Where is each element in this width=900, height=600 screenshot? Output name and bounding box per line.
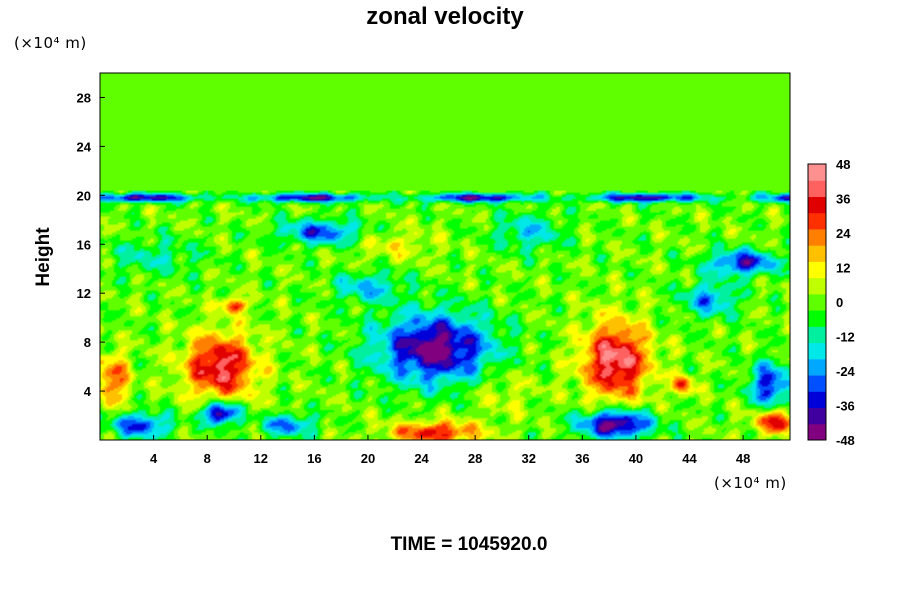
time-label: TIME = 1045920.0 [391, 534, 548, 555]
colorbar-tick-label: 12 [836, 261, 850, 276]
x-tick-label: 48 [736, 451, 750, 466]
colorbar-tick-label: 24 [836, 226, 851, 241]
chart-title: zonal velocity [366, 3, 524, 30]
colorbar-swatch [808, 358, 826, 376]
colorbar-swatch [808, 180, 826, 197]
y-axis-label: Height [33, 227, 54, 287]
colorbar-swatch [808, 212, 826, 230]
y-tick-label: 16 [77, 237, 91, 252]
colorbar-swatch [808, 245, 826, 262]
colorbar-tick-label: -24 [836, 364, 856, 379]
x-tick-label: 20 [361, 451, 375, 466]
x-tick-label: 8 [204, 451, 211, 466]
y-tick-label: 8 [84, 335, 91, 350]
colorbar-swatch [808, 407, 826, 425]
colorbar-swatch [808, 196, 826, 214]
colorbar-frame [807, 163, 827, 441]
colorbar-tick-label: 36 [836, 192, 850, 207]
x-tick-label: 40 [629, 451, 643, 466]
plot-area [99, 72, 791, 441]
colorbar [807, 163, 827, 441]
colorbar-swatch [808, 342, 826, 360]
y-tick-label: 28 [77, 90, 91, 105]
x-tick-label: 36 [575, 451, 589, 466]
plot-frame [99, 72, 791, 441]
colorbar-swatch [808, 261, 826, 279]
colorbar-swatch [808, 277, 826, 295]
x-tick-label: 32 [522, 451, 536, 466]
colorbar-swatch [808, 375, 826, 392]
colorbar-tick-label: 0 [836, 295, 843, 310]
heatmap-field [100, 73, 790, 440]
colorbar-tick-label: -12 [836, 330, 855, 345]
x-tick-label: 24 [414, 451, 429, 466]
x-axis-unit: (×10⁴ m) [714, 474, 787, 492]
colorbar-swatch [808, 326, 826, 344]
colorbar-tick-label: -48 [836, 433, 855, 448]
y-tick-label: 24 [77, 139, 92, 154]
colorbar-tick-label: 48 [836, 157, 850, 172]
colorbar-tick-labels: 48 36 24 12 0 -12 -24 -36 -48 [836, 157, 856, 448]
colorbar-swatch [808, 293, 826, 311]
y-tick-labels: 4 8 12 16 20 24 28 [77, 90, 105, 399]
x-tick-label: 4 [150, 451, 158, 466]
x-tick-label: 28 [468, 451, 482, 466]
y-axis-unit: (×10⁴ m) [14, 34, 87, 52]
y-tick-label: 12 [77, 286, 91, 301]
colorbar-tick-label: -36 [836, 399, 855, 414]
y-tick-label: 20 [77, 188, 91, 203]
x-tick-label: 16 [307, 451, 321, 466]
colorbar-swatch [808, 423, 826, 441]
colorbar-swatch [808, 391, 826, 409]
x-tick-label: 12 [254, 451, 268, 466]
x-tick-label: 44 [682, 451, 697, 466]
colorbar-swatch [808, 228, 826, 246]
colorbar-swatch [808, 310, 826, 327]
y-tick-label: 4 [84, 384, 92, 399]
x-tick-labels: 4 8 12 16 20 24 28 32 36 40 44 48 [150, 435, 750, 466]
colorbar-swatch [808, 164, 826, 181]
